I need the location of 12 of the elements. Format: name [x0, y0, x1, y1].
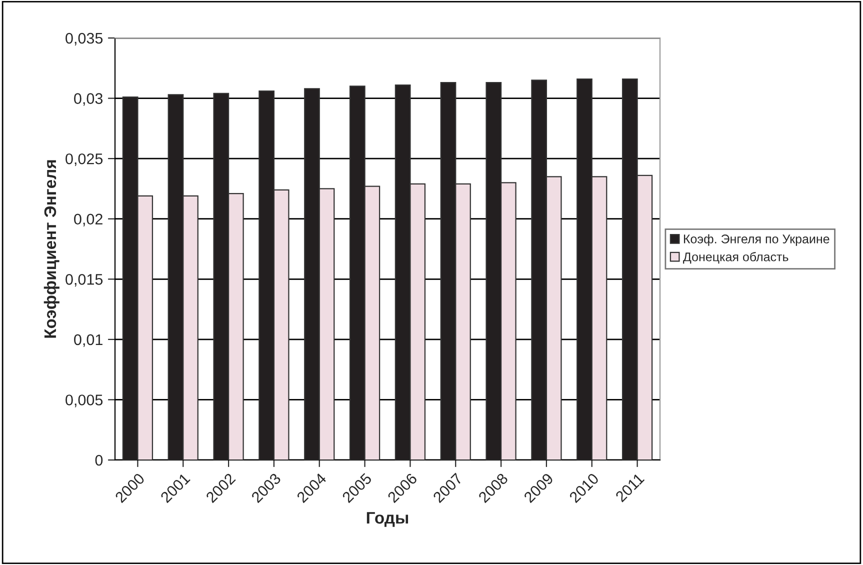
legend-label: Донецкая область: [683, 252, 788, 264]
x-axis-title: Годы: [366, 512, 408, 527]
y-tick-label: 0,025: [66, 153, 103, 166]
y-tick-label: 0,03: [74, 93, 103, 106]
y-tick-label: 0: [95, 454, 103, 466]
y-tick-label: 0,035: [66, 32, 103, 46]
y-axis-title: Коэффициент Энгеля: [44, 160, 60, 338]
y-tick-label: 0,01: [74, 334, 102, 347]
y-tick-label: 0,015: [66, 274, 103, 287]
y-tick-label: 0,005: [66, 394, 103, 408]
y-tick-label: 0,02: [74, 214, 102, 226]
legend-label: Коэф. Энгеля по Украине: [684, 234, 830, 246]
